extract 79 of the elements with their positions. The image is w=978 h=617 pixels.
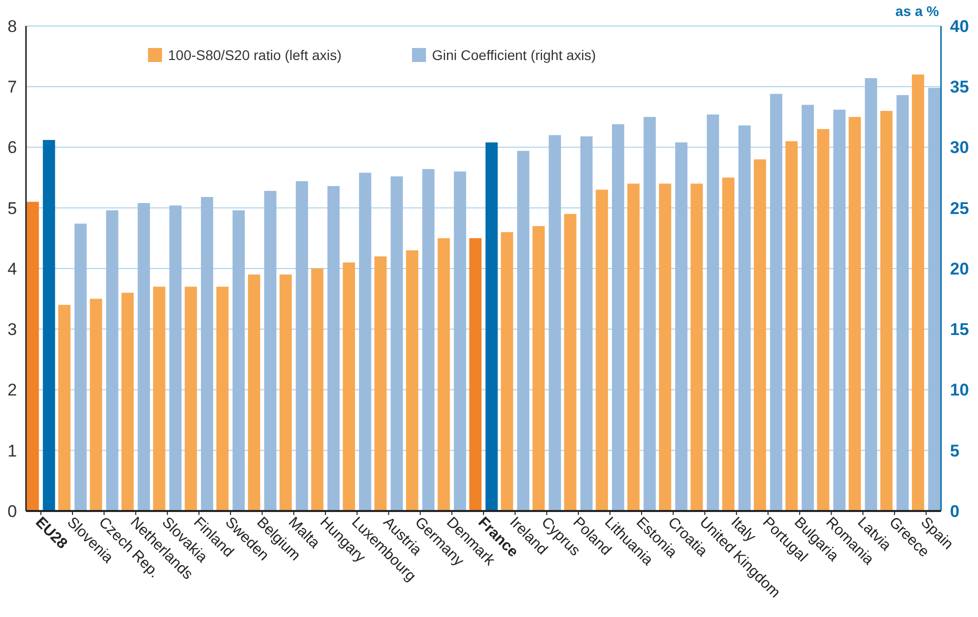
bar: [928, 88, 940, 511]
bar: [406, 250, 418, 511]
y-tick-label: 3: [8, 320, 17, 340]
bar: [770, 94, 782, 511]
bar: [342, 262, 356, 511]
bar: [754, 159, 766, 511]
legend-label: 100-S80/S20 ratio (left axis): [168, 46, 342, 63]
bar: [90, 298, 102, 511]
bar: [833, 110, 846, 511]
bar: [311, 268, 324, 511]
bar: [785, 141, 798, 511]
bar: [500, 232, 514, 511]
bar: [864, 78, 878, 511]
y2-tick-label: 15: [950, 320, 969, 340]
legend-label: Gini Coefficient (right axis): [432, 46, 596, 63]
bar: [486, 142, 498, 511]
bar: [896, 95, 909, 511]
bar: [422, 169, 434, 511]
bar: [232, 210, 245, 511]
bar: [722, 178, 734, 511]
y-tick-label: 6: [8, 138, 17, 158]
bar: [644, 116, 656, 511]
bar: [106, 210, 118, 511]
bar: [658, 184, 672, 511]
y-tick-label: 8: [8, 16, 17, 36]
bar: [848, 116, 861, 511]
y-tick-label: 2: [8, 380, 17, 400]
bar: [248, 274, 260, 511]
bar: [296, 181, 308, 511]
bar: [42, 140, 56, 511]
bar: [532, 226, 545, 511]
y2-tick-label: 25: [950, 198, 969, 218]
bar: [200, 196, 214, 511]
y-tick-label: 0: [8, 502, 17, 521]
bar: [374, 256, 387, 511]
y2-tick-label: 20: [950, 259, 969, 278]
bar: [58, 304, 70, 511]
bar: [706, 114, 720, 511]
y2-tick-label: 30: [950, 138, 969, 158]
y-tick-label: 1: [8, 441, 17, 460]
bar: [184, 286, 197, 511]
bar: [627, 184, 640, 511]
bar: [438, 238, 450, 511]
bar: [817, 129, 830, 511]
bar: [327, 186, 340, 511]
bar: [153, 286, 166, 511]
bar: [138, 203, 150, 511]
bar: [280, 274, 292, 511]
bar: [169, 205, 182, 511]
bar: [390, 176, 403, 511]
bar: [564, 214, 576, 511]
bar: [690, 184, 703, 511]
y2-tick-label: 40: [950, 16, 969, 36]
y-tick-label: 4: [8, 259, 17, 278]
y-tick-label: 7: [8, 78, 17, 97]
bar: [121, 292, 134, 511]
bar: [517, 150, 530, 511]
bar: [675, 142, 688, 511]
bar: [216, 286, 229, 511]
bar: [26, 202, 39, 511]
bar: [612, 124, 624, 511]
bar: [359, 172, 372, 511]
bar: [454, 172, 466, 511]
bar: [596, 190, 608, 511]
bar: [738, 125, 751, 511]
y2-tick-label: 10: [950, 380, 969, 400]
bar: [264, 190, 276, 511]
bar: [580, 136, 593, 511]
bar: [548, 135, 561, 511]
bar: [469, 238, 482, 511]
y2-tick-label: 35: [950, 78, 969, 97]
y2-tick-label: 5: [950, 441, 960, 460]
y-tick-label: 5: [8, 198, 17, 218]
y2-axis-title: as a %: [895, 3, 940, 19]
bar: [912, 74, 924, 511]
y2-tick-label: 0: [950, 502, 960, 521]
bar: [74, 224, 87, 511]
bar: [880, 110, 893, 511]
bar: [802, 104, 814, 511]
